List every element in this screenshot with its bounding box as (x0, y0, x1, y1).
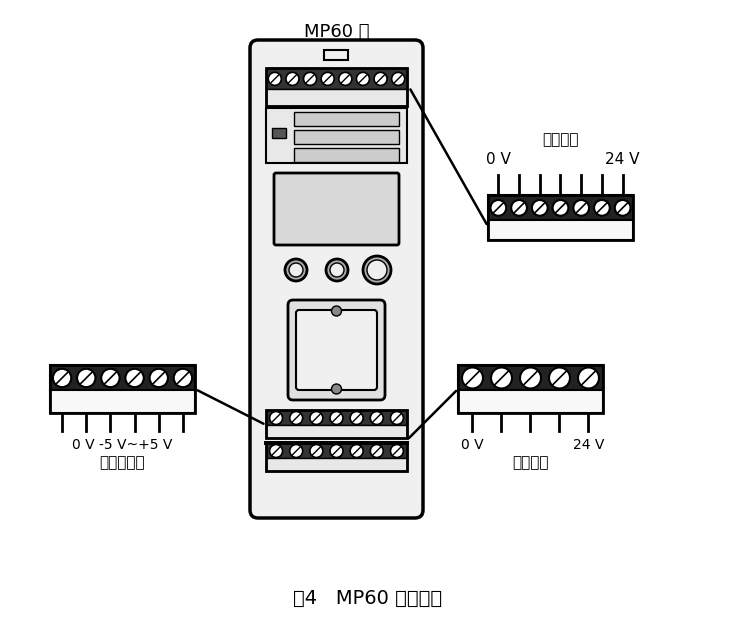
Bar (266, 68, 407, 106)
Bar (50, 365, 195, 413)
Bar (458, 365, 603, 413)
FancyBboxPatch shape (288, 300, 385, 400)
Circle shape (390, 411, 404, 424)
Circle shape (350, 444, 363, 458)
Circle shape (285, 259, 307, 281)
Circle shape (370, 444, 383, 458)
Circle shape (290, 411, 303, 424)
Circle shape (289, 263, 303, 277)
Circle shape (274, 112, 286, 124)
Circle shape (304, 72, 317, 86)
Bar (488, 220, 633, 240)
Bar (294, 130, 399, 144)
Bar (266, 443, 407, 471)
Circle shape (290, 444, 303, 458)
Circle shape (330, 263, 344, 277)
FancyBboxPatch shape (274, 173, 399, 245)
FancyBboxPatch shape (296, 310, 377, 390)
Circle shape (330, 444, 343, 458)
FancyBboxPatch shape (250, 40, 423, 518)
Circle shape (270, 411, 282, 424)
Bar (50, 390, 195, 413)
Circle shape (326, 259, 348, 281)
Text: 输入电压: 输入电压 (542, 132, 578, 148)
Circle shape (594, 200, 610, 216)
Circle shape (331, 384, 342, 394)
Circle shape (173, 369, 192, 387)
Circle shape (286, 72, 299, 86)
Circle shape (532, 200, 548, 216)
Circle shape (310, 444, 323, 458)
Circle shape (126, 369, 144, 387)
Circle shape (149, 369, 168, 387)
Bar (266, 89, 407, 106)
Bar (264, 441, 409, 445)
Bar (266, 410, 407, 438)
Text: 输入电压: 输入电压 (512, 456, 549, 471)
Text: MP60 乙: MP60 乙 (304, 23, 369, 41)
Circle shape (101, 369, 120, 387)
Text: 图4   MP60 乙的接线: 图4 MP60 乙的接线 (293, 589, 442, 608)
Circle shape (310, 411, 323, 424)
Text: 24 V: 24 V (606, 152, 640, 168)
Circle shape (573, 200, 589, 216)
Circle shape (356, 72, 370, 86)
Text: 0 V: 0 V (486, 152, 511, 168)
Circle shape (270, 444, 282, 458)
Circle shape (53, 369, 71, 387)
Text: 0 V -5 V~+5 V: 0 V -5 V~+5 V (72, 438, 173, 452)
Circle shape (374, 72, 387, 86)
Bar (266, 108, 407, 163)
Circle shape (77, 369, 96, 387)
Circle shape (490, 200, 506, 216)
Circle shape (331, 306, 342, 316)
Circle shape (339, 72, 352, 86)
Circle shape (614, 200, 631, 216)
Bar (266, 426, 407, 438)
Bar (294, 112, 399, 126)
Circle shape (578, 368, 599, 389)
Bar (324, 50, 348, 60)
Circle shape (553, 200, 568, 216)
Circle shape (370, 411, 383, 424)
Bar (458, 365, 603, 390)
Bar (488, 195, 633, 220)
Circle shape (350, 411, 363, 424)
Circle shape (330, 411, 343, 424)
Circle shape (462, 368, 483, 389)
Circle shape (520, 368, 541, 389)
Text: 0 V: 0 V (461, 438, 484, 452)
Circle shape (367, 260, 387, 280)
Bar (266, 410, 407, 426)
Bar (266, 443, 407, 458)
Bar (294, 148, 399, 162)
Bar (488, 195, 633, 240)
Text: 模拟量输出: 模拟量输出 (100, 456, 146, 471)
Bar (266, 458, 407, 471)
Bar (458, 390, 603, 413)
Bar (266, 68, 407, 89)
Circle shape (390, 444, 404, 458)
Text: 24 V: 24 V (573, 438, 604, 452)
Circle shape (392, 72, 405, 86)
Bar (272, 128, 286, 138)
Circle shape (268, 72, 282, 86)
Circle shape (491, 368, 512, 389)
Circle shape (363, 256, 391, 284)
Circle shape (512, 200, 527, 216)
Circle shape (321, 72, 334, 86)
Bar (50, 365, 195, 390)
Circle shape (549, 368, 570, 389)
